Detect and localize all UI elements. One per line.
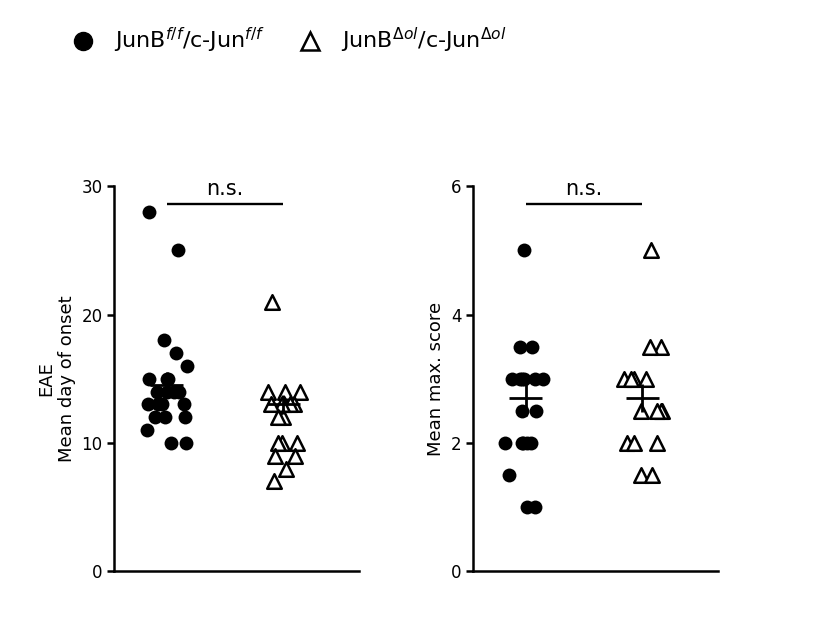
Point [179,438,192,448]
Y-axis label: Mean max. score: Mean max. score [428,302,446,456]
Point [291,438,304,448]
Point [170,348,183,358]
Point [628,374,641,384]
Point [517,245,530,255]
Y-axis label: EAE
Mean day of onset: EAE Mean day of onset [37,296,76,462]
Point [271,438,284,448]
Point [172,245,185,255]
Point [655,342,668,351]
Point [654,406,667,416]
Point [269,451,282,461]
Point [635,406,648,416]
Legend: JunB$^{f/f}$/c-Jun$^{f/f}$, JunB$^{Δol}$/c-Jun$^{Δol}$: JunB$^{f/f}$/c-Jun$^{f/f}$, JunB$^{Δol}$… [52,17,516,65]
Point [280,464,293,474]
Point [617,374,630,384]
Point [634,470,647,480]
Point [177,399,190,409]
Point [529,374,542,384]
Point [158,412,171,422]
Point [265,297,278,307]
Text: n.s.: n.s. [565,179,603,199]
Point [268,476,281,486]
Point [151,399,164,409]
Point [140,425,153,435]
Point [173,387,186,397]
Point [272,412,285,422]
Point [525,438,538,448]
Point [157,335,171,345]
Point [620,438,633,448]
Point [625,374,638,384]
Point [261,387,274,397]
Point [530,406,543,416]
Point [628,438,641,448]
Point [142,399,155,409]
Point [516,406,529,416]
Point [650,406,663,416]
Point [499,438,512,448]
Point [180,361,193,371]
Point [142,374,155,384]
Point [168,387,181,397]
Point [644,342,657,351]
Point [150,387,163,397]
Point [506,374,519,384]
Point [164,438,177,448]
Point [520,438,533,448]
Point [287,399,300,409]
Point [517,374,530,384]
Point [142,207,155,217]
Point [162,374,175,384]
Point [275,399,288,409]
Point [284,399,297,409]
Point [536,374,549,384]
Point [155,399,168,409]
Point [516,374,529,384]
Point [655,406,668,416]
Point [528,502,541,512]
Point [178,412,191,422]
Point [650,438,663,448]
Point [160,374,173,384]
Point [294,387,307,397]
Point [517,438,530,448]
Point [160,387,173,397]
Point [149,412,162,422]
Point [288,451,301,461]
Point [277,412,290,422]
Point [516,438,529,448]
Point [640,374,653,384]
Point [514,374,527,384]
Point [264,399,277,409]
Point [276,438,289,448]
Point [644,245,657,255]
Text: n.s.: n.s. [206,179,244,199]
Point [526,342,539,351]
Point [279,387,292,397]
Point [277,399,290,409]
Point [513,342,526,351]
Point [521,502,534,512]
Point [502,470,515,480]
Point [646,470,659,480]
